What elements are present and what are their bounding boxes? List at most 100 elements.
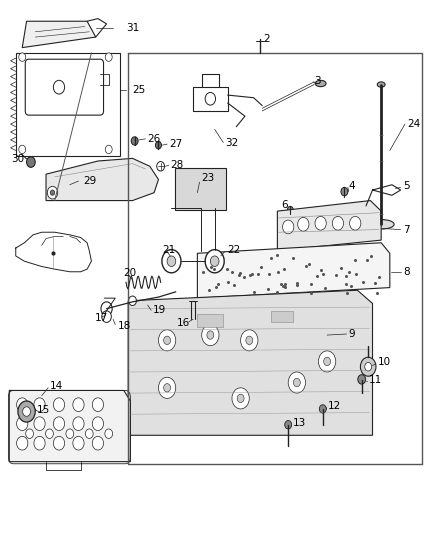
Circle shape xyxy=(92,417,103,431)
Circle shape xyxy=(34,417,45,431)
Text: 29: 29 xyxy=(83,176,96,186)
Circle shape xyxy=(341,188,348,196)
Circle shape xyxy=(92,398,103,411)
Circle shape xyxy=(237,394,244,402)
Polygon shape xyxy=(198,243,390,298)
Circle shape xyxy=(155,141,162,149)
Text: 10: 10 xyxy=(378,358,391,367)
Polygon shape xyxy=(128,290,372,435)
Circle shape xyxy=(66,429,74,439)
Circle shape xyxy=(207,331,214,340)
Text: 4: 4 xyxy=(349,181,355,191)
Circle shape xyxy=(167,256,176,266)
Circle shape xyxy=(73,398,84,411)
Text: 11: 11 xyxy=(369,375,382,385)
Text: 23: 23 xyxy=(201,173,214,183)
Circle shape xyxy=(283,220,294,234)
Circle shape xyxy=(27,157,35,167)
Circle shape xyxy=(358,375,366,384)
Circle shape xyxy=(19,145,26,154)
Text: 5: 5 xyxy=(403,181,410,191)
Circle shape xyxy=(159,330,176,351)
Circle shape xyxy=(157,161,165,171)
Circle shape xyxy=(332,216,343,230)
Circle shape xyxy=(34,398,45,411)
Polygon shape xyxy=(46,158,159,200)
FancyBboxPatch shape xyxy=(175,168,226,209)
Circle shape xyxy=(232,388,249,409)
Circle shape xyxy=(17,437,28,450)
Circle shape xyxy=(359,203,369,216)
Text: 6: 6 xyxy=(282,200,288,211)
Circle shape xyxy=(102,311,111,322)
Text: 24: 24 xyxy=(407,119,420,129)
Text: 20: 20 xyxy=(123,268,136,278)
Circle shape xyxy=(162,249,181,273)
Circle shape xyxy=(129,296,136,305)
Text: 17: 17 xyxy=(95,313,108,323)
Circle shape xyxy=(17,417,28,431)
Circle shape xyxy=(365,362,372,371)
Text: 26: 26 xyxy=(148,134,161,144)
Text: 16: 16 xyxy=(177,318,190,328)
Circle shape xyxy=(34,437,45,450)
Text: 30: 30 xyxy=(11,155,25,164)
Circle shape xyxy=(159,377,176,398)
Circle shape xyxy=(73,437,84,450)
Circle shape xyxy=(131,137,138,145)
Circle shape xyxy=(105,429,113,439)
Circle shape xyxy=(23,407,31,416)
FancyBboxPatch shape xyxy=(25,59,103,115)
Circle shape xyxy=(17,398,28,411)
Circle shape xyxy=(101,302,112,316)
Circle shape xyxy=(18,401,35,422)
Text: 14: 14 xyxy=(49,381,63,391)
Ellipse shape xyxy=(368,220,394,229)
Circle shape xyxy=(19,53,26,61)
Circle shape xyxy=(18,401,35,422)
Text: 7: 7 xyxy=(403,224,410,235)
Circle shape xyxy=(85,429,93,439)
Circle shape xyxy=(26,429,33,439)
Polygon shape xyxy=(22,21,96,47)
FancyBboxPatch shape xyxy=(198,314,223,327)
Circle shape xyxy=(92,437,103,450)
Text: 2: 2 xyxy=(264,34,270,44)
Text: 32: 32 xyxy=(226,138,239,148)
Circle shape xyxy=(105,53,112,61)
Circle shape xyxy=(350,216,361,230)
Circle shape xyxy=(210,256,219,266)
Circle shape xyxy=(205,249,224,273)
Polygon shape xyxy=(277,200,381,251)
Circle shape xyxy=(360,357,376,376)
Circle shape xyxy=(73,417,84,431)
Circle shape xyxy=(315,216,326,230)
Circle shape xyxy=(285,421,292,429)
Polygon shape xyxy=(9,391,131,462)
Circle shape xyxy=(246,336,253,344)
Text: 31: 31 xyxy=(126,23,139,33)
Text: 13: 13 xyxy=(293,418,306,428)
Text: 15: 15 xyxy=(36,406,50,416)
FancyBboxPatch shape xyxy=(271,311,293,322)
Text: 22: 22 xyxy=(227,245,240,255)
Circle shape xyxy=(293,378,300,387)
Text: 28: 28 xyxy=(170,160,184,170)
Text: 21: 21 xyxy=(162,245,175,255)
Circle shape xyxy=(319,405,326,413)
Circle shape xyxy=(288,372,305,393)
Circle shape xyxy=(205,92,215,105)
Ellipse shape xyxy=(315,80,326,87)
Circle shape xyxy=(47,187,58,199)
Text: 25: 25 xyxy=(133,85,146,95)
Circle shape xyxy=(240,330,258,351)
Circle shape xyxy=(298,217,309,231)
Circle shape xyxy=(202,325,219,345)
Circle shape xyxy=(318,351,336,372)
Text: 3: 3 xyxy=(314,76,321,86)
Circle shape xyxy=(324,357,331,366)
Text: 12: 12 xyxy=(328,401,341,411)
Circle shape xyxy=(105,145,112,154)
Circle shape xyxy=(287,206,293,214)
Text: 27: 27 xyxy=(169,139,183,149)
